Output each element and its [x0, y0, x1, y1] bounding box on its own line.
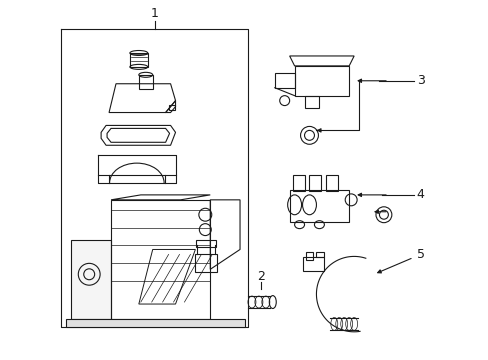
Bar: [316, 252, 324, 257]
Bar: [325, 175, 338, 191]
Polygon shape: [66, 319, 244, 327]
Bar: [292, 175, 304, 191]
Bar: [294, 66, 348, 96]
Text: 4: 4: [416, 188, 424, 201]
Bar: [195, 255, 217, 272]
Bar: [139, 75, 152, 89]
Bar: [130, 53, 147, 67]
Bar: [168, 105, 174, 109]
Bar: [309, 175, 321, 191]
Bar: [304, 96, 319, 108]
Bar: [289, 190, 348, 222]
Bar: [302, 257, 324, 271]
Text: 5: 5: [416, 248, 424, 261]
Bar: [305, 252, 313, 260]
Text: 1: 1: [150, 7, 158, 20]
Text: 3: 3: [416, 74, 424, 87]
Bar: [196, 239, 216, 247]
Bar: [274, 73, 294, 88]
Text: 2: 2: [256, 270, 264, 283]
Polygon shape: [71, 239, 111, 319]
